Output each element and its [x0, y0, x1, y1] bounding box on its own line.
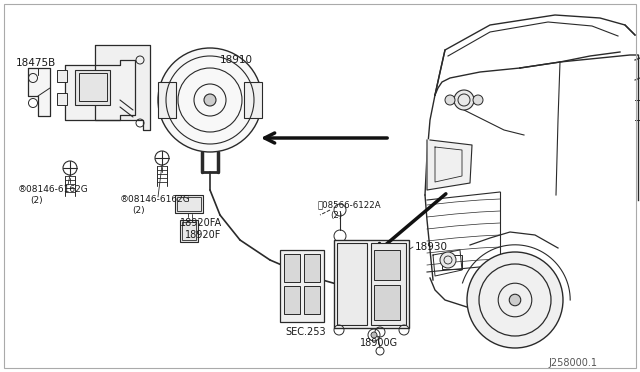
Text: 18920F: 18920F [185, 230, 221, 240]
Bar [79, 73, 107, 101]
Circle shape [509, 294, 521, 306]
Bar [57, 70, 67, 82]
Text: Ⓢ08566-6122A: Ⓢ08566-6122A [318, 200, 381, 209]
Bar [180, 220, 198, 242]
Bar [442, 255, 462, 269]
Circle shape [473, 95, 483, 105]
Text: (2): (2) [132, 206, 145, 215]
Bar [75, 70, 110, 105]
Bar [374, 285, 400, 320]
Bar [57, 93, 67, 105]
Bar [280, 250, 324, 322]
Circle shape [454, 90, 474, 110]
Text: ®08146-6162G: ®08146-6162G [18, 185, 89, 194]
Text: 18475B: 18475B [16, 58, 56, 68]
Circle shape [440, 252, 456, 268]
Polygon shape [28, 68, 50, 116]
Bar [177, 197, 201, 211]
Text: 18920FA: 18920FA [180, 218, 222, 228]
Text: SEC.253: SEC.253 [285, 327, 326, 337]
Bar [284, 286, 300, 314]
Bar [244, 82, 262, 118]
Polygon shape [95, 45, 150, 130]
Bar [334, 240, 409, 328]
Bar [371, 243, 406, 325]
Circle shape [467, 252, 563, 348]
Bar [337, 243, 367, 325]
Bar [374, 250, 400, 280]
Circle shape [204, 94, 216, 106]
Text: 18900G: 18900G [360, 338, 398, 348]
Text: (2): (2) [30, 196, 43, 205]
Circle shape [371, 332, 377, 338]
Bar [158, 82, 176, 118]
Bar [304, 254, 320, 282]
Polygon shape [65, 60, 135, 120]
Bar [284, 254, 300, 282]
Text: ®08146-6162G: ®08146-6162G [120, 195, 191, 204]
Bar [182, 222, 196, 240]
Circle shape [158, 48, 262, 152]
Text: 18930: 18930 [415, 242, 448, 252]
Polygon shape [427, 140, 472, 190]
Text: (2): (2) [330, 211, 342, 220]
Bar [175, 195, 203, 213]
Text: 18910: 18910 [220, 55, 253, 65]
Circle shape [445, 95, 455, 105]
Text: J258000.1: J258000.1 [548, 358, 597, 368]
Bar [304, 286, 320, 314]
